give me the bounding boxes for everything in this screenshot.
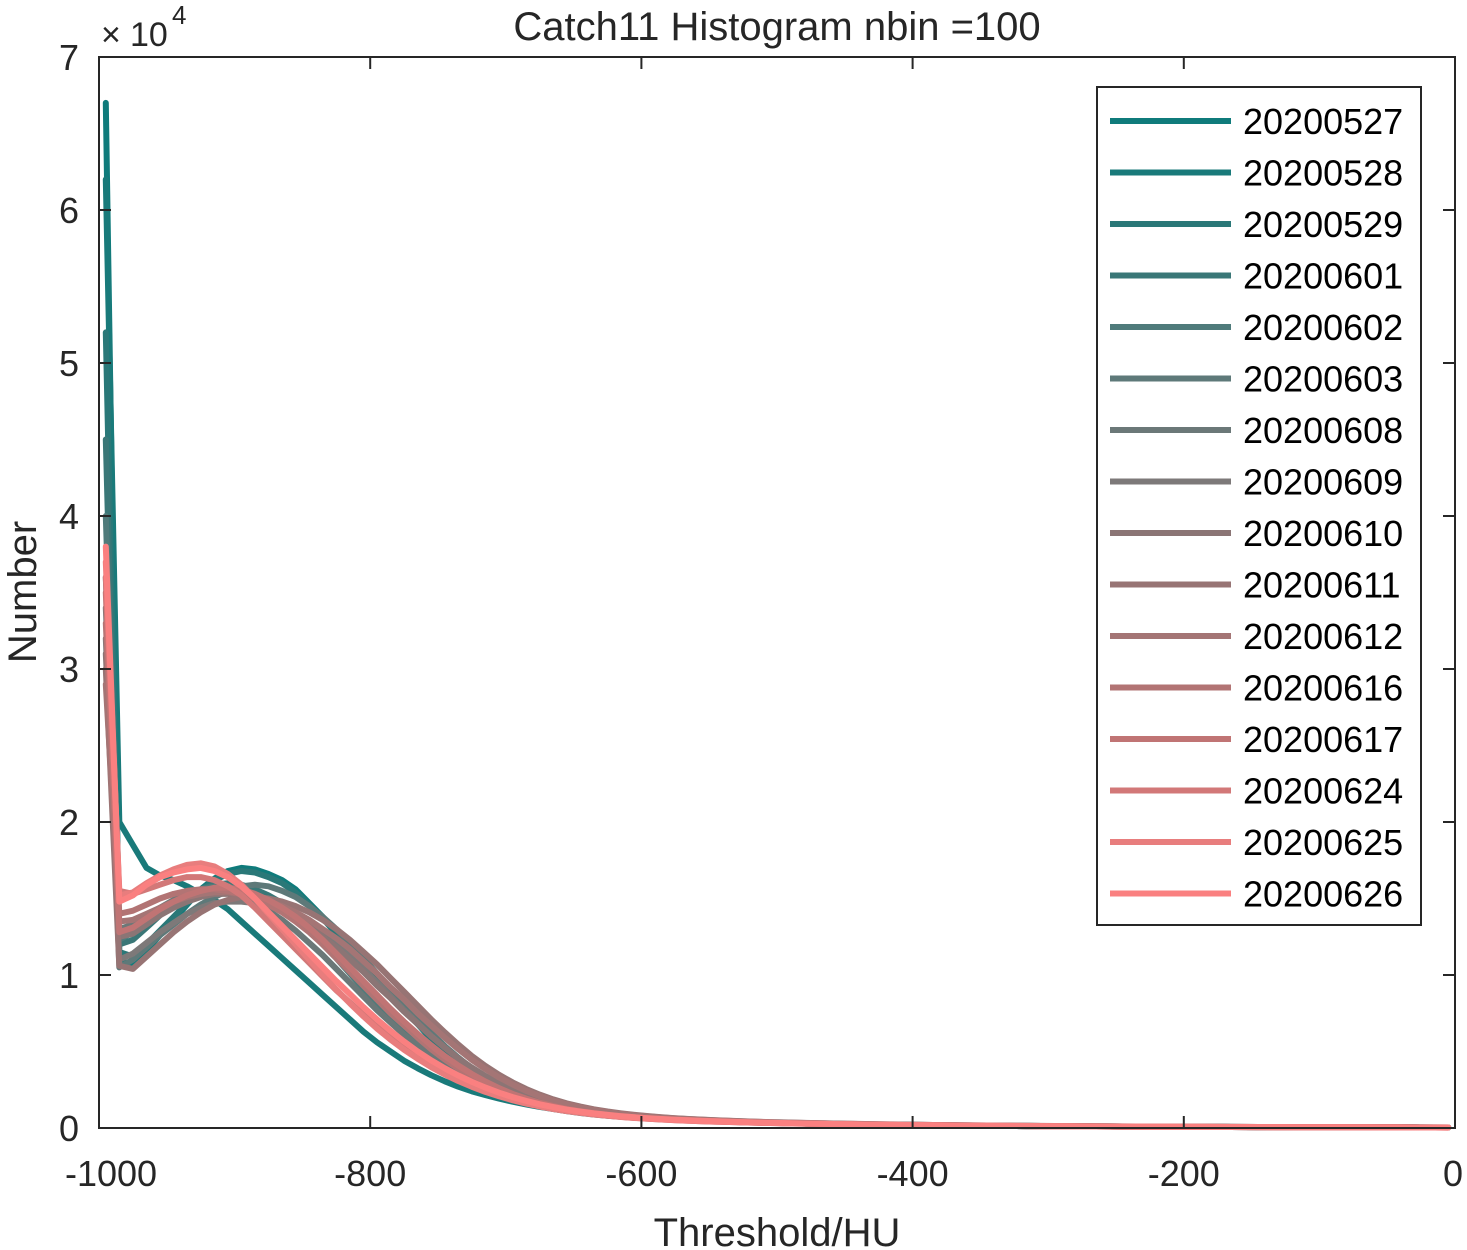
y-tick-label: 0 — [59, 1108, 79, 1149]
series-line-20200626 — [102, 543, 1452, 1131]
legend-label: 20200625 — [1243, 822, 1403, 863]
legend-label: 20200626 — [1243, 874, 1403, 915]
ticks-group: -1000 -800 -600 -400 -200 0 0 1 2 3 4 5 6 7 — [59, 37, 1463, 1194]
x-axis-label: Threshold/HU — [654, 1211, 901, 1250]
legend-label: 20200616 — [1243, 668, 1403, 709]
y-tick-label: 7 — [59, 37, 79, 78]
legend-label: 20200527 — [1243, 101, 1403, 142]
x-tick-label: -400 — [877, 1153, 949, 1194]
y-tick-label: 2 — [59, 802, 79, 843]
y-exponent-base: 10 — [130, 16, 168, 54]
legend-label: 20200611 — [1243, 565, 1401, 606]
x-tick-label: -600 — [605, 1153, 677, 1194]
legend-label: 20200609 — [1243, 462, 1403, 503]
legend-label: 20200610 — [1243, 513, 1403, 554]
x-tick-label: -1000 — [65, 1153, 157, 1194]
legend-label: 20200612 — [1243, 616, 1403, 657]
legend-label: 20200529 — [1243, 204, 1403, 245]
y-tick-label: 6 — [59, 190, 79, 231]
x-tick-label: -800 — [334, 1153, 406, 1194]
legend-label: 20200601 — [1243, 256, 1403, 297]
y-tick-label: 5 — [59, 343, 79, 384]
legend-label: 20200602 — [1243, 307, 1403, 348]
legend-label: 20200617 — [1243, 719, 1403, 760]
y-tick-label: 1 — [59, 955, 79, 996]
y-exponent-prefix: × — [101, 16, 121, 54]
series-group — [102, 99, 1452, 1131]
legend-label: 20200608 — [1243, 410, 1403, 451]
y-exponent-power: 4 — [172, 0, 186, 30]
axes-box — [98, 56, 1456, 1129]
legend-label: 20200603 — [1243, 359, 1403, 400]
legend: 20200527 20200528 20200529 20200601 20200602… — [1096, 86, 1422, 926]
x-tick-label: -200 — [1148, 1153, 1220, 1194]
x-tick-label: 0 — [1443, 1153, 1463, 1194]
legend-label: 20200528 — [1243, 153, 1403, 194]
y-axis-label: Number — [1, 521, 45, 663]
y-tick-label: 3 — [59, 649, 79, 690]
chart-title: Catch11 Histogram nbin =100 — [513, 5, 1040, 49]
y-exponent: × 10 4 — [101, 0, 186, 54]
legend-label: 20200624 — [1243, 771, 1403, 812]
y-tick-label: 4 — [59, 496, 79, 537]
